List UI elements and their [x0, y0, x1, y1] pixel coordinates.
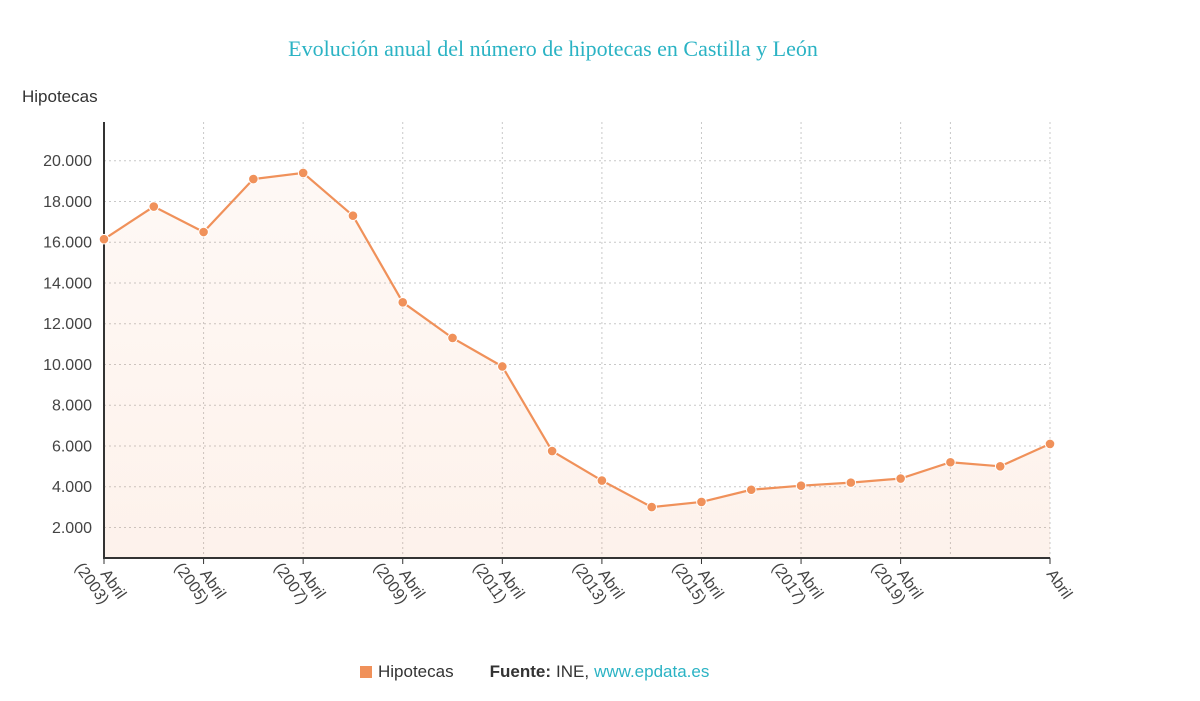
source-name: INE,	[556, 662, 590, 681]
data-point	[198, 226, 209, 238]
x-tick-label: Abril(2013)	[569, 550, 627, 612]
area-layer	[104, 172, 1050, 559]
y-tick-label: 14.000	[43, 275, 92, 292]
data-point	[546, 445, 558, 457]
y-tick-label: 4.000	[52, 479, 92, 496]
series-line	[103, 171, 1051, 509]
y-tick-label: 6.000	[52, 438, 92, 455]
line-layer	[103, 171, 1051, 509]
data-point	[148, 201, 160, 212]
x-tick-label: Abril(2015)	[669, 550, 727, 612]
y-tick-label: 12.000	[43, 316, 92, 333]
x-tick-label: Abril	[1043, 567, 1075, 603]
legend: Hipotecas Fuente: INE, www.epdata.es	[360, 662, 709, 682]
x-tick-label: Abril(2009)	[370, 550, 428, 612]
data-point	[994, 461, 1006, 472]
data-point	[248, 173, 259, 185]
y-tick-label: 2.000	[52, 520, 92, 537]
data-point	[447, 332, 458, 344]
data-point	[1044, 438, 1056, 450]
data-point	[497, 361, 508, 372]
data-point	[347, 210, 359, 222]
data-point	[895, 473, 906, 484]
data-point	[696, 496, 707, 508]
y-axis-label: Hipotecas	[22, 87, 98, 106]
y-tick-label: 10.000	[43, 357, 92, 374]
source-link[interactable]: www.epdata.es	[594, 662, 710, 681]
data-point	[397, 297, 409, 308]
x-tick-label: Abril(2003)	[71, 550, 129, 612]
y-tick-labels: 2.000 4.000 6.000 8.000 10.000 12.000 14.000 16…	[43, 153, 92, 537]
axes	[103, 122, 1051, 564]
y-tick-label: 8.000	[52, 398, 92, 415]
source-label: Fuente:	[489, 662, 551, 681]
data-point	[98, 233, 110, 245]
legend-series-label[interactable]: Hipotecas	[378, 662, 454, 681]
data-point	[646, 501, 657, 513]
x-tick-label: Abril(2005)	[171, 550, 229, 612]
x-tick-label: Abril(2017)	[768, 550, 826, 612]
point-layer	[98, 167, 1056, 513]
y-tick-label: 20.000	[43, 153, 92, 170]
data-point	[297, 167, 309, 179]
data-point	[795, 480, 807, 491]
data-point	[596, 475, 608, 486]
series-area	[104, 172, 1050, 559]
x-tick-label: Abril(2019)	[868, 550, 926, 612]
data-point	[845, 477, 857, 488]
x-tick-labels: Abril(2003) Abril(2005) Abril(2007) Abril(2…	[71, 550, 1075, 612]
x-tick-label: Abril(2007)	[270, 550, 328, 612]
chart-title: Evolución anual del número de hipotecas …	[288, 36, 818, 61]
x-tick-label: Abril(2011)	[470, 550, 528, 612]
legend-swatch	[360, 666, 372, 678]
data-point	[945, 456, 956, 468]
data-point	[745, 484, 757, 496]
y-tick-label: 16.000	[43, 235, 92, 252]
y-tick-label: 18.000	[43, 194, 92, 211]
